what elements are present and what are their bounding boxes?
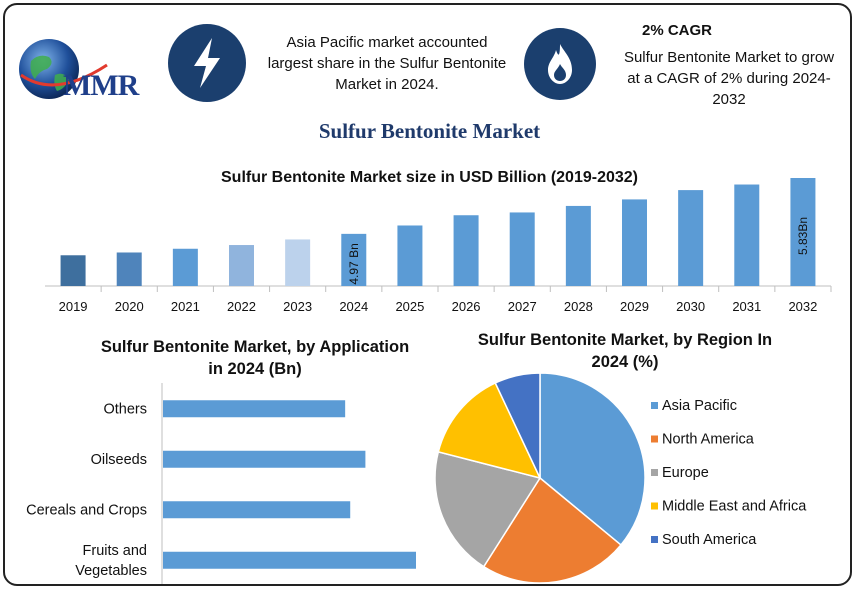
- application-bar-chart: Others Oilseeds Cereals and Crops Fruits an…: [26, 383, 416, 584]
- bar: [163, 501, 351, 519]
- pie-slice: [434, 450, 542, 568]
- region-chart-title: Sulfur Bentonite Market, by Region In 20…: [445, 329, 805, 373]
- application-title-line: Sulfur Bentonite Market, by Application: [100, 338, 410, 356]
- bar: [172, 248, 198, 286]
- legend-swatch: [651, 502, 658, 510]
- x-tick-label: 2031: [732, 299, 761, 314]
- bar: [60, 255, 86, 286]
- bar-chart-title: Sulfur Bentonite Market size in USD Bill…: [221, 169, 638, 186]
- bar: [285, 239, 311, 286]
- page-title: Sulfur Bentonite Market: [318, 119, 541, 143]
- legend-swatch: [651, 435, 658, 443]
- bar: [397, 225, 423, 286]
- bar: [163, 551, 416, 569]
- header-right-line: Sulfur Bentonite Market to grow: [623, 49, 835, 66]
- bar: [341, 233, 367, 286]
- x-tick-label: 2025: [395, 299, 424, 314]
- category-label: Others: [103, 401, 147, 417]
- x-tick-label: 2030: [676, 299, 705, 314]
- category-label: Cereals and Crops: [26, 502, 147, 518]
- logo-text: MMR: [63, 69, 139, 102]
- legend-swatch: [651, 536, 658, 543]
- header-right-line: at a CAGR of 2% during 2024-: [627, 70, 831, 87]
- bar: [678, 190, 704, 286]
- x-tick-label: 2019: [59, 299, 88, 314]
- bar-chart: 2019 2020 2021 2022 2023 2024 4.97 Bn 2025 2026 2…: [45, 178, 832, 314]
- header-left-line: Asia Pacific market accounted: [286, 34, 488, 51]
- cagr-title: 2% CAGR: [642, 22, 713, 39]
- legend-label: Asia Pacific: [662, 398, 737, 414]
- bar: [790, 178, 816, 286]
- mmr-logo: MMR: [15, 35, 165, 105]
- x-tick-label: 2023: [283, 299, 312, 314]
- region-pie-chart: Asia Pacific North America Europe Middle Ea…: [434, 372, 807, 584]
- bar-data-label: 5.83Bn: [796, 217, 810, 255]
- x-tick-label: 2021: [171, 299, 200, 314]
- bar: [116, 252, 142, 286]
- bar-data-label: 4.97 Bn: [347, 243, 361, 284]
- pie-slice: [494, 372, 541, 479]
- x-tick-label: 2028: [564, 299, 593, 314]
- header-left-line: largest share in the Sulfur Bentonite: [267, 55, 507, 72]
- application-chart-title: Sulfur Bentonite Market, by Application …: [65, 336, 445, 380]
- bar: [509, 212, 535, 286]
- x-tick-label: 2026: [452, 299, 481, 314]
- category-label-line: Others: [103, 401, 147, 417]
- bar: [229, 245, 254, 286]
- header-right-line: 2032: [712, 91, 746, 108]
- region-title-line: Sulfur Bentonite Market, by Region In: [477, 331, 773, 349]
- category-label: Oilseeds: [91, 452, 147, 468]
- pie-slice: [437, 381, 542, 480]
- x-tick-label: 2022: [227, 299, 256, 314]
- bar: [163, 450, 366, 468]
- lightning-bolt-icon: [168, 24, 246, 102]
- x-tick-label: 2027: [508, 299, 537, 314]
- legend-label: Europe: [662, 465, 709, 481]
- pie-slice: [482, 476, 622, 584]
- pie-slice: [539, 372, 646, 546]
- x-tick-label: 2032: [788, 299, 817, 314]
- legend-label: South America: [662, 532, 757, 548]
- legend-swatch: [651, 469, 658, 476]
- x-tick-label: 2024: [339, 299, 368, 314]
- header-left-line: Market in 2024.: [335, 76, 439, 93]
- category-label: Fruits and Vegetables: [75, 543, 147, 579]
- category-label-line: Oilseeds: [91, 452, 147, 468]
- legend-label: Middle East and Africa: [662, 499, 807, 515]
- category-label-line: Fruits and: [83, 543, 147, 559]
- category-label-line: Vegetables: [75, 563, 147, 579]
- flame-icon: [524, 28, 596, 100]
- header-left-text: Asia Pacific market accounted largest sh…: [249, 32, 525, 95]
- globe-icon: [19, 39, 108, 99]
- category-label-line: Cereals and Crops: [26, 502, 147, 518]
- region-title-line: 2024 (%): [591, 353, 659, 371]
- bar: [565, 205, 591, 286]
- legend-label: North America: [662, 432, 755, 448]
- header-right-text: Sulfur Bentonite Market to grow at a CAG…: [601, 47, 850, 110]
- x-tick-label: 2029: [620, 299, 649, 314]
- x-tick-label: 2020: [115, 299, 144, 314]
- bar: [734, 184, 760, 286]
- bar: [453, 215, 479, 286]
- infographic-frame: MMR Asia Pacific market accounted larges…: [3, 3, 852, 586]
- bar: [622, 199, 647, 286]
- bar: [163, 400, 346, 418]
- application-title-line: in 2024 (Bn): [208, 360, 302, 378]
- legend-swatch: [651, 402, 658, 409]
